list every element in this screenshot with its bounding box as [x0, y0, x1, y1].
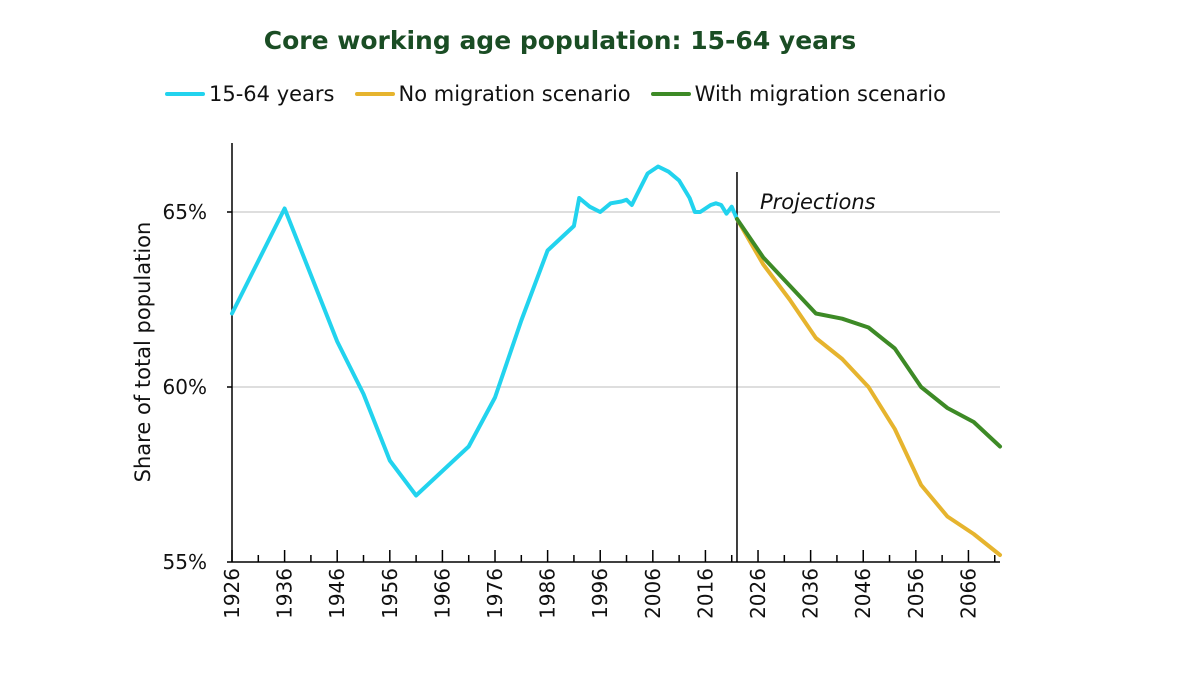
y-tick-label: 65%	[163, 200, 207, 224]
series-line-15-64-years	[230, 164, 739, 498]
legend-item-no-migration: No migration scenario	[354, 82, 631, 106]
legend-label-15-64: 15-64 years	[209, 82, 335, 106]
chart-legend: 15-64 years No migration scenario With m…	[165, 82, 946, 106]
legend-swatch-no-migration	[354, 92, 395, 96]
y-tick-label: 55%	[163, 550, 207, 574]
y-axis-label: Share of total population	[131, 222, 155, 483]
x-tick-label: 2036	[799, 568, 823, 619]
series-line-with-migration-scenario	[735, 217, 1002, 449]
projections-annotation: Projections	[760, 190, 876, 214]
legend-item-with-migration: With migration scenario	[650, 82, 946, 106]
x-tick-label: 2006	[641, 568, 665, 619]
x-tick-label: 1966	[430, 568, 454, 619]
x-tick-label: 1926	[220, 568, 244, 619]
legend-label-with-migration: With migration scenario	[694, 82, 946, 106]
chart-title: Core working age population: 15-64 years	[263, 26, 857, 55]
x-tick-label: 2066	[956, 568, 980, 619]
x-tick-label: 1936	[273, 568, 297, 619]
x-tick-label: 2046	[851, 568, 875, 619]
legend-item-15-64: 15-64 years	[165, 82, 335, 106]
x-tick-label: 1946	[325, 568, 349, 619]
x-tick-label: 2056	[904, 568, 928, 619]
x-tick-label: 1996	[588, 568, 612, 619]
legend-swatch-with-migration	[650, 92, 691, 96]
x-tick-label: 1986	[536, 568, 560, 619]
legend-label-no-migration: No migration scenario	[398, 82, 631, 106]
y-tick-label: 60%	[163, 375, 207, 399]
x-tick-label: 1976	[483, 568, 507, 619]
x-tick-label: 1956	[378, 568, 402, 619]
x-tick-label: 2016	[693, 568, 717, 619]
legend-swatch-15-64	[165, 92, 205, 96]
series-line-no-migration-scenario	[735, 217, 1002, 557]
x-tick-label: 2026	[746, 568, 770, 619]
